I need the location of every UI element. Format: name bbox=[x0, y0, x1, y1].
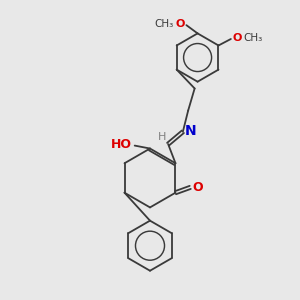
Text: O: O bbox=[175, 19, 184, 29]
Text: O: O bbox=[192, 181, 203, 194]
Text: O: O bbox=[232, 33, 242, 43]
Text: CH₃: CH₃ bbox=[243, 33, 262, 43]
Text: HO: HO bbox=[111, 139, 132, 152]
Text: CH₃: CH₃ bbox=[155, 19, 174, 29]
Text: N: N bbox=[185, 124, 197, 138]
Text: H: H bbox=[158, 132, 166, 142]
